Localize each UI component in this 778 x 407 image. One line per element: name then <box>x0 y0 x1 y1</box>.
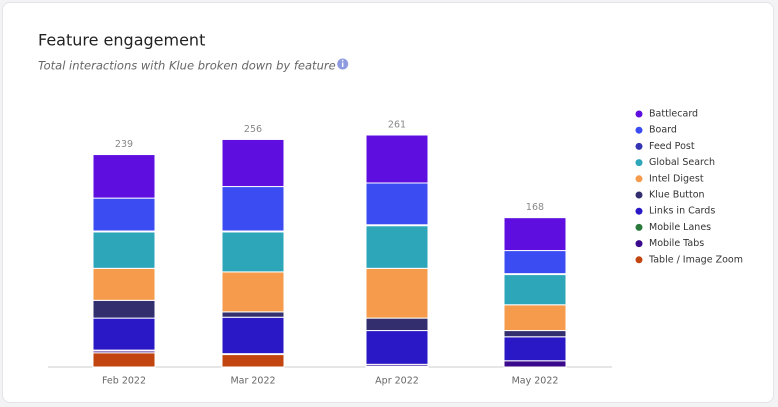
legend-label: Mobile Lanes <box>649 222 711 233</box>
bar-segment <box>92 299 156 319</box>
bar-segment <box>503 250 567 275</box>
bar-segment <box>365 134 429 184</box>
bar-segment <box>92 317 156 351</box>
bar-segment <box>365 182 429 226</box>
legend-marker <box>635 191 643 199</box>
legend-marker <box>635 142 643 150</box>
bar-segment <box>365 330 429 365</box>
bar-segment <box>221 231 285 273</box>
legend-marker <box>635 256 643 264</box>
bar-segment <box>503 330 567 338</box>
bar-segment <box>92 352 156 368</box>
bar-segment <box>503 217 567 252</box>
legend-label: Global Search <box>649 157 715 168</box>
bar-segment <box>92 267 156 301</box>
legend-label: Board <box>649 125 677 136</box>
legend-marker <box>635 110 643 118</box>
legend-marker <box>635 240 643 248</box>
chart-title: Feature engagement <box>38 31 205 50</box>
x-tick-label: Feb 2022 <box>102 376 146 387</box>
bar-segment <box>365 225 429 269</box>
chart-subtitle: Total interactions with Klue broken down… <box>38 59 336 73</box>
bar-segment <box>221 316 285 355</box>
legend-label: Feed Post <box>649 141 695 152</box>
bar-segment <box>365 267 429 319</box>
legend-label: Klue Button <box>649 190 705 201</box>
total-label: 261 <box>388 120 406 131</box>
bar-segment <box>503 304 567 332</box>
bar-segment <box>503 360 567 368</box>
legend-marker <box>635 175 643 183</box>
total-label: 256 <box>244 124 262 135</box>
bar-segment <box>221 354 285 368</box>
total-label: 168 <box>526 202 544 213</box>
bar-segment <box>221 138 285 188</box>
legend-label: Battlecard <box>649 109 698 120</box>
bar-segment <box>221 271 285 313</box>
legend-marker <box>635 126 643 134</box>
legend-label: Intel Digest <box>649 173 704 184</box>
legend-marker <box>635 223 643 231</box>
bar-segment <box>92 231 156 269</box>
x-tick-label: Mar 2022 <box>230 376 275 387</box>
bar-segment <box>92 154 156 199</box>
legend-marker <box>635 159 643 167</box>
bar-segment <box>365 317 429 332</box>
legend-label: Mobile Tabs <box>649 238 704 249</box>
bar-segment <box>92 197 156 232</box>
x-tick-label: Apr 2022 <box>375 376 419 387</box>
info-icon[interactable] <box>337 58 349 70</box>
bar-segment <box>221 311 285 318</box>
x-tick-label: May 2022 <box>512 376 559 387</box>
total-label: 239 <box>115 139 133 150</box>
bar-segment <box>221 186 285 232</box>
legend-label: Table / Image Zoom <box>648 254 743 265</box>
bar-segment <box>503 336 567 362</box>
legend-label: Links in Cards <box>649 206 715 217</box>
bar-segment <box>503 274 567 306</box>
legend-marker <box>635 207 643 215</box>
